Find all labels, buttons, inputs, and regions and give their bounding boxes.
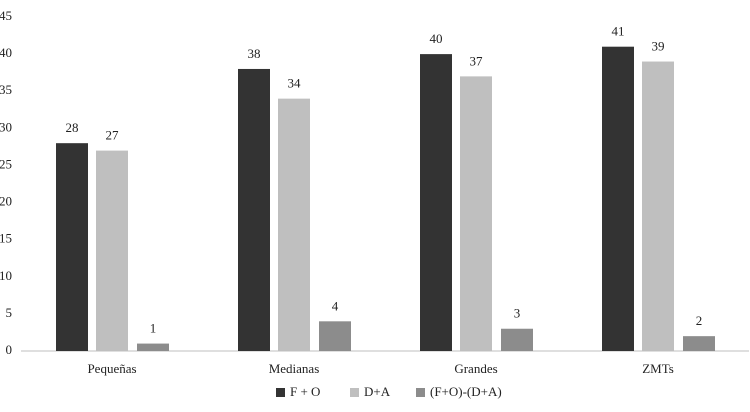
data-label: 37 xyxy=(470,53,484,68)
data-label: 3 xyxy=(514,306,521,321)
bar xyxy=(319,321,351,351)
legend-swatch xyxy=(350,388,359,397)
bar xyxy=(96,150,128,351)
legend-swatch xyxy=(416,388,425,397)
x-tick-label: Grandes xyxy=(454,361,497,376)
data-label: 40 xyxy=(430,31,443,46)
legend-swatch xyxy=(276,388,285,397)
bar xyxy=(278,98,310,352)
data-label: 34 xyxy=(288,76,302,91)
data-label: 28 xyxy=(66,120,79,135)
data-label: 2 xyxy=(696,313,703,328)
bar xyxy=(56,143,88,351)
y-tick-label: 10 xyxy=(0,268,12,283)
y-tick-label: 35 xyxy=(0,82,12,97)
y-tick-label: 20 xyxy=(0,194,12,209)
y-tick-label: 25 xyxy=(0,156,12,171)
bar xyxy=(683,336,715,351)
legend-label: F + O xyxy=(290,384,320,399)
data-label: 1 xyxy=(150,321,157,336)
data-label: 27 xyxy=(106,128,120,143)
y-tick-label: 0 xyxy=(6,342,13,357)
x-tick-label: ZMTs xyxy=(642,361,674,376)
data-label: 4 xyxy=(332,298,339,313)
bar xyxy=(137,343,169,351)
bar xyxy=(602,46,634,351)
x-tick-label: Medianas xyxy=(269,361,320,376)
legend-label: (F+O)-(D+A) xyxy=(430,384,502,399)
bar xyxy=(501,328,533,351)
y-tick-label: 5 xyxy=(6,305,13,320)
x-tick-label: Pequeñas xyxy=(87,361,136,376)
bar xyxy=(420,54,452,351)
data-label: 39 xyxy=(652,39,665,54)
y-tick-label: 40 xyxy=(0,45,12,60)
data-label: 41 xyxy=(612,24,625,39)
data-label: 38 xyxy=(248,46,261,61)
y-tick-label: 30 xyxy=(0,119,12,134)
y-tick-label: 45 xyxy=(0,8,12,23)
y-tick-label: 15 xyxy=(0,231,12,246)
bar xyxy=(642,61,674,352)
bar xyxy=(460,76,492,351)
bar xyxy=(238,68,270,351)
legend-label: D+A xyxy=(364,384,391,399)
